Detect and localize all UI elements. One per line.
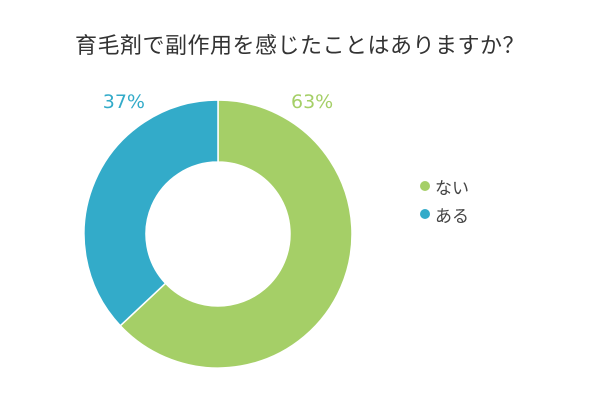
- slice-nai: [119, 99, 353, 369]
- legend-label-aru: ある: [435, 206, 469, 227]
- legend-label-nai: ない: [435, 178, 469, 199]
- legend-item-nai: ない: [420, 172, 469, 200]
- data-label-aru: 37%: [103, 91, 145, 113]
- legend-dot-nai: [420, 181, 430, 191]
- slices-group: [83, 99, 353, 369]
- data-label-nai: 63%: [291, 91, 333, 113]
- legend-item-aru: ある: [420, 200, 469, 228]
- legend: ない ある: [420, 172, 469, 228]
- slice-aru: [83, 99, 219, 327]
- legend-dot-aru: [420, 209, 430, 219]
- labels-group: 63% 37%: [103, 91, 333, 113]
- chart-title: 育毛剤で副作用を感じたことはありますか？: [74, 34, 525, 59]
